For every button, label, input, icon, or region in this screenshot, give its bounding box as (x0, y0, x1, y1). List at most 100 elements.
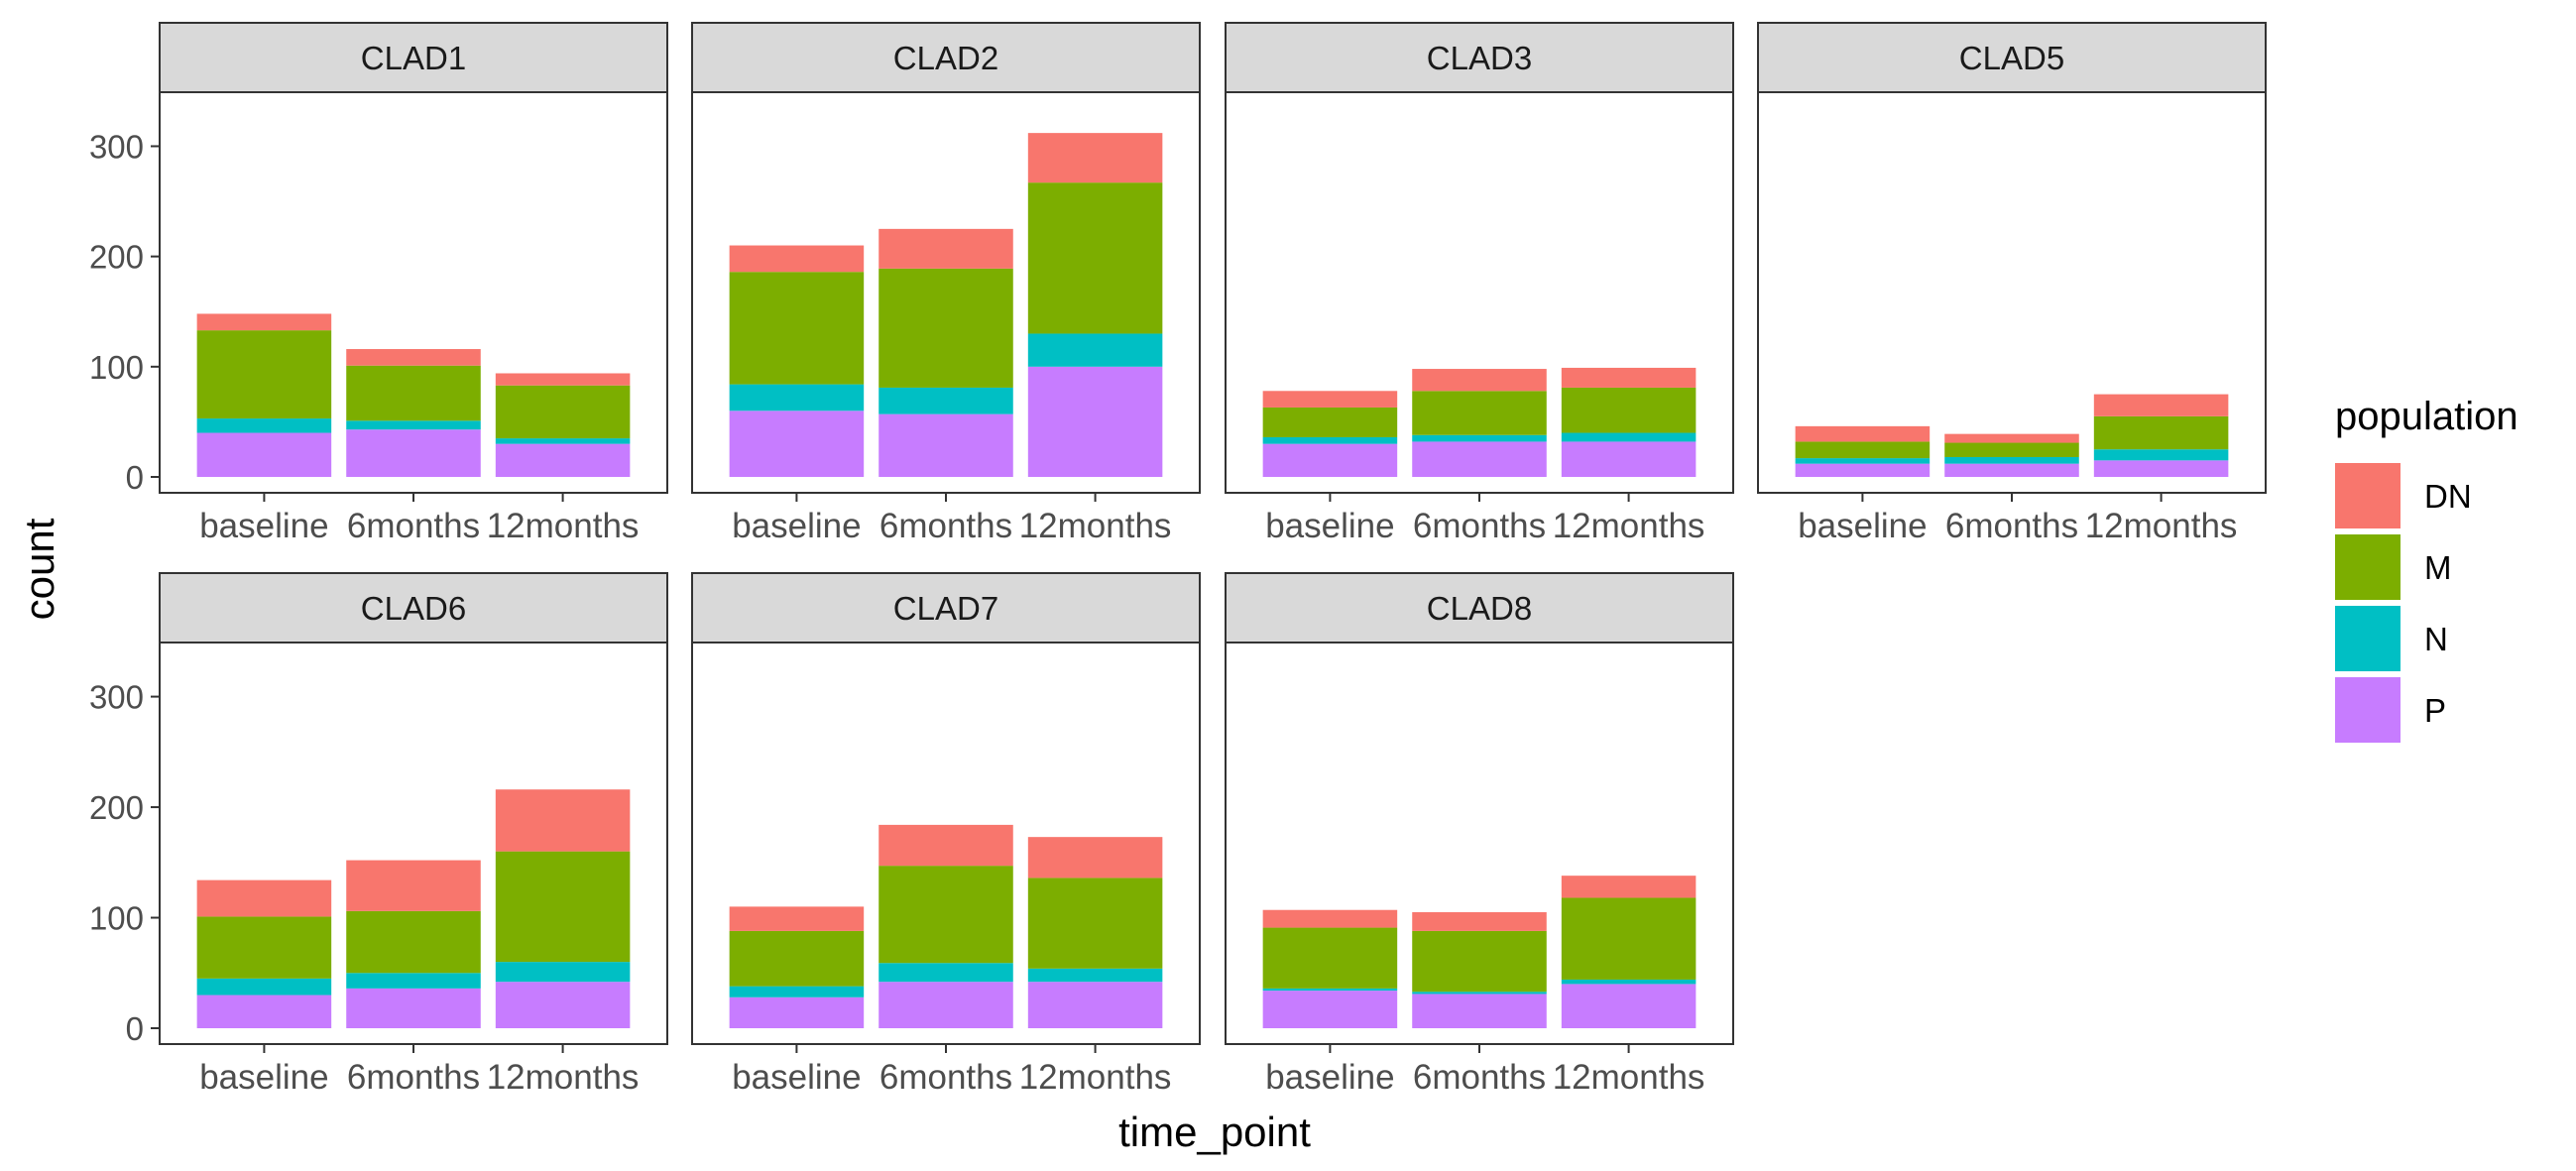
panel-strip (1225, 22, 1734, 93)
panel-strip (159, 22, 668, 93)
bar-segment-m-6months (1944, 442, 2079, 457)
bar-segment-m-12months (1561, 387, 1697, 433)
bar-segment-dn-baseline (1795, 425, 1931, 442)
panel-strip-label: CLAD2 (893, 40, 998, 76)
bar-segment-n-12months (2093, 449, 2229, 461)
bar-segment-dn-6months (1412, 911, 1547, 931)
bar-segment-dn-6months (878, 824, 1013, 867)
bar-segment-p-6months (1412, 441, 1547, 477)
y-tick-label: 200 (89, 789, 144, 826)
bar-segment-m-baseline (196, 330, 332, 419)
x-tick-label: baseline (732, 507, 861, 545)
bar-segment-p-6months (878, 413, 1013, 477)
x-tick-label: 6months (347, 1058, 480, 1097)
y-tick-label: 0 (126, 1010, 144, 1047)
bar-segment-p-12months (1561, 441, 1697, 477)
legend-title: population (2335, 395, 2518, 438)
bar-segment-n-12months (1561, 432, 1697, 442)
panel-border (1225, 91, 1734, 494)
x-tick-label: baseline (732, 1058, 861, 1097)
panel-strip-label: CLAD5 (1959, 40, 2064, 76)
panel-strip (159, 572, 668, 644)
panel-clad1: CLAD1 baseline 6months 12months 0 100 200 300 (89, 22, 668, 545)
x-tick-label: baseline (199, 507, 328, 545)
bar-segment-p-baseline (729, 410, 865, 477)
legend-key-dn (2335, 463, 2400, 528)
x-tick-label: baseline (199, 1058, 328, 1097)
bar-segment-p-12months (495, 982, 631, 1028)
y-tick-label: 300 (89, 128, 144, 165)
bar-segment-m-12months (2093, 415, 2229, 450)
bar-segment-dn-baseline (729, 245, 865, 273)
bar-segment-p-12months (1027, 366, 1163, 477)
bar-segment-p-baseline (196, 432, 332, 477)
bar-segment-n-baseline (1262, 436, 1398, 444)
x-tick-label: 12months (1553, 1058, 1705, 1097)
bar-segment-n-12months (1027, 333, 1163, 367)
x-tick-label: 12months (1553, 507, 1705, 545)
x-tick-label: baseline (1798, 507, 1927, 545)
bar-segment-m-12months (1561, 897, 1697, 980)
bar-segment-dn-6months (1412, 369, 1547, 392)
bar-segment-dn-12months (1027, 837, 1163, 878)
bar-segment-n-12months (495, 962, 631, 983)
legend-key-m (2335, 534, 2400, 600)
bar-segment-m-baseline (729, 272, 865, 385)
bar-segment-p-12months (1561, 984, 1697, 1028)
bar-segment-m-6months (878, 866, 1013, 964)
x-tick-label: 6months (1413, 1058, 1546, 1097)
bar-segment-m-baseline (1262, 927, 1398, 989)
bar-segment-n-6months (878, 387, 1013, 414)
panel-strip-label: CLAD1 (361, 40, 466, 76)
bar-segment-n-6months (346, 973, 481, 989)
panel-strip-label: CLAD8 (1427, 590, 1532, 627)
bar-segment-p-baseline (1262, 443, 1398, 477)
x-tick-label: 12months (487, 507, 640, 545)
x-tick-label: 12months (1019, 507, 1172, 545)
bar-segment-dn-12months (495, 373, 631, 386)
bar-segment-p-12months (495, 443, 631, 477)
y-tick-label: 0 (126, 459, 144, 496)
bar-segment-dn-12months (2093, 394, 2229, 416)
y-tick-label: 200 (89, 239, 144, 276)
bar-segment-m-baseline (196, 916, 332, 979)
panel-border (691, 91, 1201, 494)
bar-segment-dn-6months (346, 349, 481, 366)
bar-segment-m-baseline (729, 930, 865, 987)
bar-segment-m-12months (1027, 182, 1163, 334)
x-tick-label: 12months (487, 1058, 640, 1097)
x-tick-label: 6months (879, 1058, 1012, 1097)
bar-segment-m-6months (1412, 930, 1547, 993)
bar-segment-n-6months (1412, 434, 1547, 442)
bar-segment-n-baseline (1795, 458, 1931, 464)
x-tick-label: 6months (1945, 507, 2078, 545)
bar-segment-dn-baseline (196, 879, 332, 917)
panel-clad2: CLAD2 baseline 6months 12months (691, 22, 1201, 545)
y-tick-label: 300 (89, 679, 144, 716)
bar-segment-n-12months (1561, 979, 1697, 985)
panel-strip (691, 22, 1201, 93)
legend-label-dn: DN (2424, 478, 2472, 515)
panel-strip-label: CLAD3 (1427, 40, 1532, 76)
y-tick-label: 100 (89, 900, 144, 937)
bar-segment-n-baseline (729, 986, 865, 997)
bar-segment-dn-baseline (196, 313, 332, 331)
legend-label-m: M (2424, 549, 2452, 586)
bar-segment-p-6months (878, 982, 1013, 1028)
bar-segment-n-baseline (1262, 988, 1398, 992)
panel-strip-label: CLAD7 (893, 590, 998, 627)
bar-segment-n-baseline (729, 384, 865, 411)
legend-key-p (2335, 677, 2400, 743)
bar-segment-p-12months (1027, 982, 1163, 1028)
bar-segment-p-12months (2093, 460, 2229, 477)
panel-clad5: CLAD5 baseline 6months 12months (1757, 22, 2267, 545)
bar-segment-dn-12months (1561, 876, 1697, 898)
bar-segment-m-12months (495, 385, 631, 439)
x-tick-label: baseline (1265, 1058, 1394, 1097)
x-tick-label: 6months (347, 507, 480, 545)
bar-segment-p-6months (1944, 463, 2079, 477)
legend: population DN MNP (2335, 395, 2518, 743)
panel-border (1757, 91, 2267, 494)
panel-strip-label: CLAD6 (361, 590, 466, 627)
